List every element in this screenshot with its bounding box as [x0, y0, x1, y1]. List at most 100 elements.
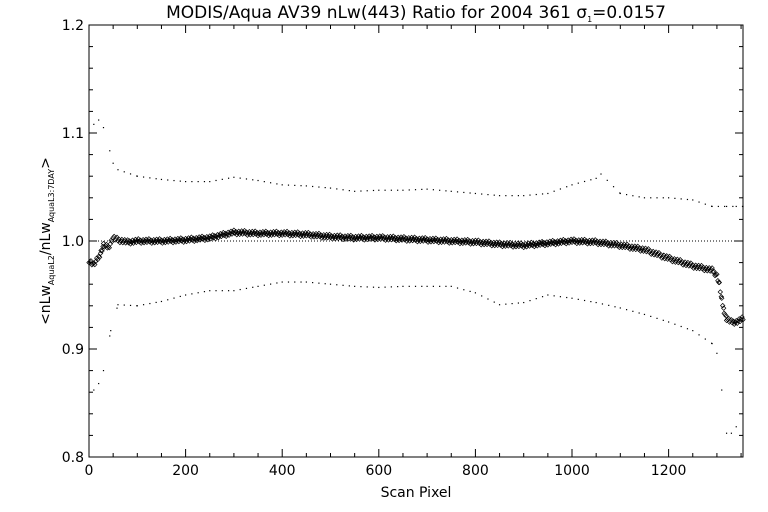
band-point: [632, 310, 634, 312]
band-point: [263, 181, 265, 183]
mean-point: [127, 241, 134, 247]
mean-point: [104, 245, 111, 251]
band-point: [112, 162, 114, 164]
band-point: [456, 287, 459, 289]
band-point: [117, 169, 119, 171]
band-point: [668, 197, 670, 199]
band-point: [638, 196, 640, 198]
band-point: [595, 301, 597, 304]
band-point: [650, 315, 652, 318]
band-point: [493, 301, 495, 303]
mean-point: [719, 295, 725, 301]
mean-point: [720, 302, 726, 309]
band-point: [505, 195, 507, 197]
mean-point: [707, 268, 713, 274]
band-point: [445, 285, 447, 287]
band-point: [102, 127, 105, 129]
band-point: [547, 192, 549, 195]
mean-point: [714, 271, 720, 277]
mean-point: [197, 237, 203, 243]
y-tick-label: 1.2: [62, 18, 84, 34]
band-point: [732, 205, 734, 208]
mean-point: [97, 250, 104, 257]
band-point: [354, 190, 356, 192]
band-point: [619, 192, 621, 195]
band-point: [704, 203, 706, 205]
band-point: [674, 197, 676, 199]
band-point: [98, 382, 100, 385]
y-tick-label: 1.0: [62, 234, 84, 250]
band-point: [215, 179, 217, 182]
band-point: [276, 282, 278, 284]
band-point: [336, 284, 338, 286]
band-point: [312, 282, 314, 284]
band-point: [233, 290, 235, 292]
band-point: [523, 301, 525, 304]
band-point: [221, 290, 223, 292]
band-point: [541, 193, 544, 195]
band-point: [656, 317, 658, 319]
band-point: [600, 173, 602, 175]
band-point: [342, 284, 344, 286]
band-point: [318, 282, 320, 284]
band-point: [276, 183, 278, 185]
band-point: [372, 189, 375, 192]
mean-point: [542, 242, 548, 249]
band-point: [456, 191, 459, 193]
band-point: [426, 188, 428, 190]
band-point: [614, 306, 616, 308]
band-point: [378, 286, 380, 289]
mean-point: [205, 236, 211, 243]
band-point: [287, 184, 290, 186]
mean-point: [91, 260, 97, 266]
mean-point: [170, 239, 176, 246]
band-point: [511, 302, 513, 305]
x-tick-label: 400: [269, 463, 296, 479]
mean-point: [523, 244, 530, 250]
band-point: [481, 193, 483, 195]
band-point: [529, 299, 531, 302]
band-point: [239, 177, 241, 179]
band-point: [123, 304, 125, 306]
band-point: [625, 194, 628, 196]
x-axis-label: Scan Pixel: [381, 485, 452, 501]
mean-point: [186, 238, 193, 244]
band-point: [408, 285, 410, 287]
band-point: [566, 296, 568, 299]
y-tick-label: 0.9: [62, 342, 84, 358]
mean-point: [718, 294, 724, 300]
band-point: [129, 304, 132, 307]
band-point: [668, 321, 670, 323]
band-point: [239, 288, 241, 291]
band-point: [221, 178, 223, 180]
mean-point: [162, 239, 169, 246]
band-point: [692, 330, 694, 332]
band-point: [294, 281, 296, 283]
band-point: [227, 177, 230, 179]
band-point: [541, 296, 544, 298]
band-point: [517, 302, 519, 304]
band-point: [93, 123, 95, 125]
lower-band-series: [93, 281, 737, 434]
y-axis-label: <nLwAquaL2/nLwAquaL3:7DAY>: [38, 157, 56, 325]
band-point: [535, 193, 537, 196]
band-point: [698, 334, 700, 336]
band-point: [305, 185, 307, 187]
band-point: [498, 195, 501, 197]
band-point: [215, 290, 217, 292]
band-point: [535, 298, 537, 300]
band-point: [498, 304, 501, 306]
band-point: [390, 286, 392, 288]
band-point: [342, 189, 344, 191]
band-point: [257, 285, 259, 287]
band-point: [450, 190, 452, 192]
band-point: [384, 189, 386, 191]
mean-point: [717, 289, 723, 295]
band-point: [469, 290, 471, 293]
band-point: [439, 189, 441, 191]
band-point: [287, 281, 290, 283]
band-point: [110, 330, 112, 332]
chart-title: MODIS/Aqua AV39 nLw(443) Ratio for 2004 …: [166, 3, 666, 24]
band-point: [142, 304, 145, 306]
